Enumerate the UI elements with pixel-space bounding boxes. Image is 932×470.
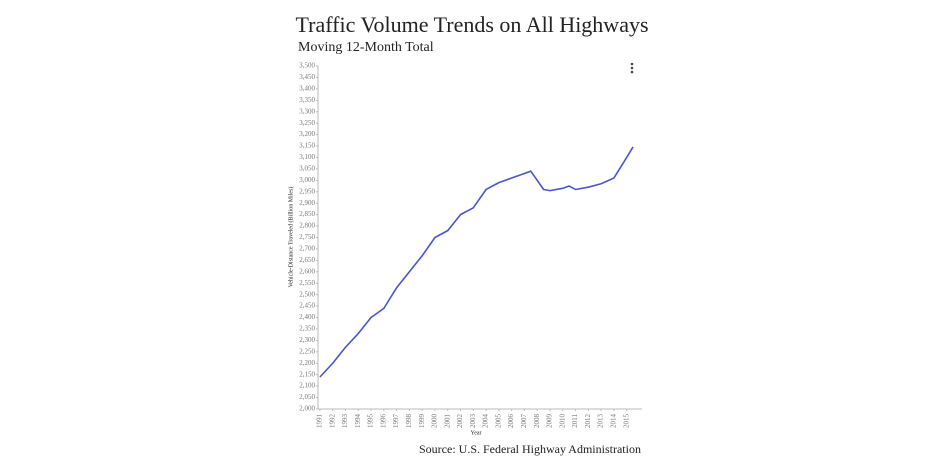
y-tick-label: 3,250 [299, 119, 315, 127]
y-tick-label: 2,250 [299, 347, 315, 355]
y-tick-label: 3,350 [299, 96, 315, 104]
y-tick-label: 2,100 [299, 382, 315, 390]
y-tick-label: 2,400 [299, 313, 315, 321]
y-tick-label: 2,650 [299, 256, 315, 264]
x-tick-label: 2001 [443, 414, 451, 429]
x-tick-label: 2004 [482, 414, 490, 429]
x-tick-label: 2006 [507, 414, 515, 429]
y-tick-label: 2,850 [299, 210, 315, 218]
x-tick-label: 1995 [367, 414, 375, 429]
x-tick-label: 2014 [609, 414, 617, 429]
x-tick-label: 2010 [558, 414, 566, 429]
y-tick-label: 2,600 [299, 267, 315, 275]
y-tick-label: 3,150 [299, 142, 315, 150]
y-tick-label: 2,200 [299, 359, 315, 367]
y-tick-label: 2,300 [299, 336, 315, 344]
menu-dot[interactable] [630, 70, 634, 74]
chart-subtitle: Moving 12-Month Total [298, 40, 434, 55]
y-tick-label: 2,000 [299, 405, 315, 413]
y-tick-label: 2,350 [299, 325, 315, 333]
y-tick-label: 2,700 [299, 245, 315, 253]
menu-dot[interactable] [630, 62, 634, 66]
menu-button[interactable] [630, 62, 634, 74]
y-axis-label: Vehicle-Distance Traveled (Billion Miles… [287, 187, 294, 288]
y-tick-label: 3,000 [299, 176, 315, 184]
y-tick-label: 2,550 [299, 279, 315, 287]
x-tick-label: 1992 [328, 414, 336, 429]
chart-title: Traffic Volume Trends on All Highways [295, 12, 648, 37]
data-line [319, 146, 634, 378]
x-tick-label: 1994 [354, 414, 362, 429]
x-tick-label: 2013 [597, 414, 605, 429]
x-tick-label: 1996 [379, 414, 387, 429]
x-tick-label: 2007 [520, 414, 528, 429]
source-note: Source: U.S. Federal Highway Administrat… [419, 442, 641, 456]
x-tick-label: 2003 [469, 414, 477, 429]
x-tick-label: 1998 [405, 414, 413, 429]
menu-dot[interactable] [630, 66, 634, 70]
y-tick-label: 3,500 [299, 62, 315, 70]
y-tick-label: 3,400 [299, 84, 315, 92]
y-tick-label: 2,500 [299, 290, 315, 298]
y-tick-label: 2,450 [299, 302, 315, 310]
y-tick-label: 2,800 [299, 222, 315, 230]
x-tick-label: 2012 [584, 414, 592, 429]
y-tick-label: 2,750 [299, 233, 315, 241]
x-tick-label: 2008 [533, 414, 541, 429]
x-tick-label: 2005 [494, 413, 502, 428]
y-tick-label: 3,100 [299, 153, 315, 161]
y-tick-label: 3,200 [299, 130, 315, 138]
y-tick-label: 3,050 [299, 165, 315, 173]
x-tick-label: 2009 [546, 414, 554, 429]
x-tick-label: 1991 [316, 414, 324, 429]
x-tick-label: 1993 [341, 414, 349, 429]
y-tick-label: 3,300 [299, 107, 315, 115]
x-tick-label: 1999 [418, 414, 426, 429]
x-tick-label: 1997 [392, 414, 400, 429]
x-axis-label: Year [470, 430, 481, 436]
y-tick-label: 2,950 [299, 187, 315, 195]
x-tick-label: 2002 [456, 414, 464, 429]
y-tick-label: 3,450 [299, 73, 315, 81]
x-tick-label: 2015 [622, 414, 630, 429]
y-tick-label: 2,900 [299, 199, 315, 207]
y-tick-label: 2,050 [299, 393, 315, 401]
x-tick-label: 2011 [571, 414, 579, 428]
x-tick-label: 2000 [431, 414, 439, 429]
y-tick-label: 2,150 [299, 370, 315, 378]
